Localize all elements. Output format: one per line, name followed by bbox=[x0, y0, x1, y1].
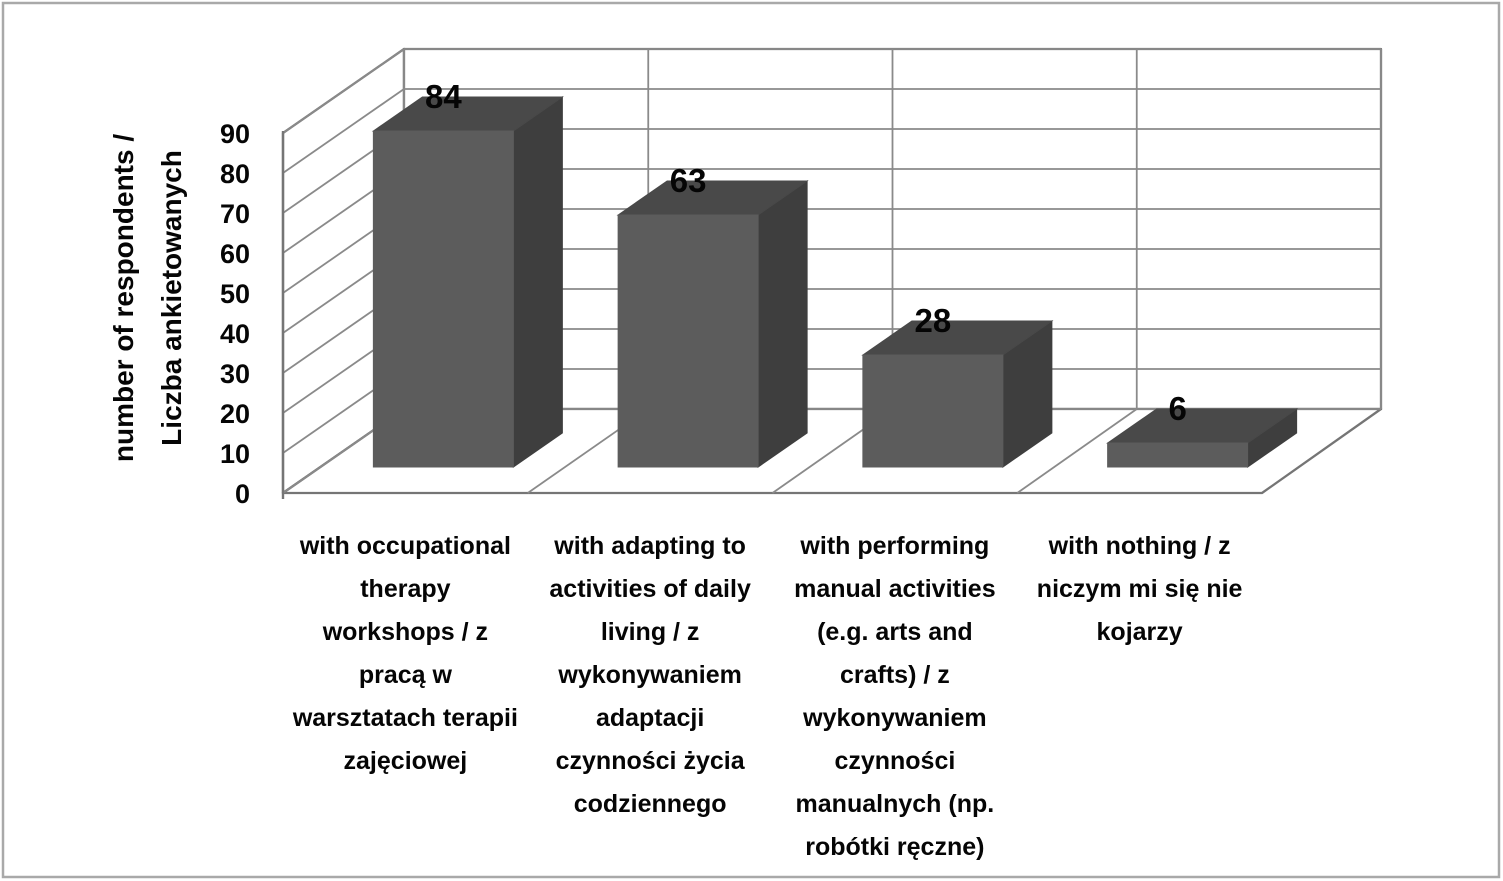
category-labels: with occupational therapy workshops / z pra… bbox=[292, 532, 1243, 861]
chart-bars bbox=[371, 96, 1299, 468]
category-label-line: manualnych (np. bbox=[796, 790, 995, 818]
category-label-line: with performing bbox=[799, 532, 989, 560]
category-label-line: adaptacji bbox=[596, 704, 704, 732]
bar-value-label: 6 bbox=[1168, 390, 1186, 427]
bar-value-label: 63 bbox=[670, 162, 707, 199]
category-label-line: zajęciowej bbox=[344, 747, 468, 775]
category-label-line: codziennego bbox=[574, 790, 727, 818]
category-label-line: wykonywaniem bbox=[557, 661, 741, 689]
y-tick-label: 20 bbox=[220, 399, 250, 429]
category-label-line: therapy bbox=[360, 575, 450, 603]
y-tick-label: 10 bbox=[220, 439, 250, 469]
category-label-line: activities of daily bbox=[549, 575, 751, 603]
category-label-line: warsztatach terapii bbox=[292, 704, 518, 732]
category-label-line: czynności bbox=[834, 747, 955, 775]
y-axis-tick-labels: 0 10 20 30 40 50 60 70 80 90 bbox=[220, 119, 250, 509]
category-label-line: robótki ręczne) bbox=[805, 833, 984, 861]
y-tick-label: 70 bbox=[220, 199, 250, 229]
category-label-line: with occupational bbox=[299, 532, 511, 560]
category-label-line: crafts) / z bbox=[840, 661, 950, 689]
y-axis-title-line-1: number of respondents / bbox=[108, 134, 139, 462]
category-label-line: (e.g. arts and bbox=[817, 618, 973, 646]
bar-side-face bbox=[512, 96, 563, 468]
bar-front-face bbox=[1107, 442, 1249, 468]
category-divider-floor bbox=[1016, 408, 1138, 494]
bar-value-label: 28 bbox=[915, 302, 952, 339]
bar-front-face bbox=[617, 214, 759, 468]
y-tick-label: 50 bbox=[220, 279, 250, 309]
bar-side-face bbox=[757, 180, 808, 468]
category-label-line: niczym mi się nie bbox=[1037, 575, 1243, 603]
bar-front-face bbox=[862, 354, 1004, 468]
y-tick-label: 0 bbox=[235, 479, 250, 509]
category-label-line: kojarzy bbox=[1097, 618, 1183, 646]
y-tick-label: 60 bbox=[220, 239, 250, 269]
category-label-line: with adapting to bbox=[553, 532, 746, 560]
bar-front-face bbox=[372, 130, 514, 468]
category-label-line: living / z bbox=[601, 618, 700, 646]
category-label-line: pracą w bbox=[359, 661, 453, 689]
y-tick-label: 30 bbox=[220, 359, 250, 389]
category-label-line: wykonywaniem bbox=[802, 704, 986, 732]
y-tick-label: 80 bbox=[220, 159, 250, 189]
category-label-line: workshops / z bbox=[322, 618, 488, 646]
y-axis-title: number of respondents / Liczba ankietowan… bbox=[108, 134, 187, 462]
data-labels: 84 63 28 6 bbox=[425, 78, 1187, 427]
category-label-line: czynności życia bbox=[556, 747, 746, 775]
y-tick-label: 90 bbox=[220, 119, 250, 149]
category-label-line: with nothing / z bbox=[1048, 532, 1231, 560]
side-wall-gridline bbox=[282, 48, 405, 134]
y-axis-title-line-2: Liczba ankietowanych bbox=[156, 150, 187, 446]
bar-value-label: 84 bbox=[425, 78, 462, 115]
side-wall-gridline bbox=[282, 88, 405, 174]
category-label-line: manual activities bbox=[794, 575, 995, 603]
y-tick-label: 40 bbox=[220, 319, 250, 349]
